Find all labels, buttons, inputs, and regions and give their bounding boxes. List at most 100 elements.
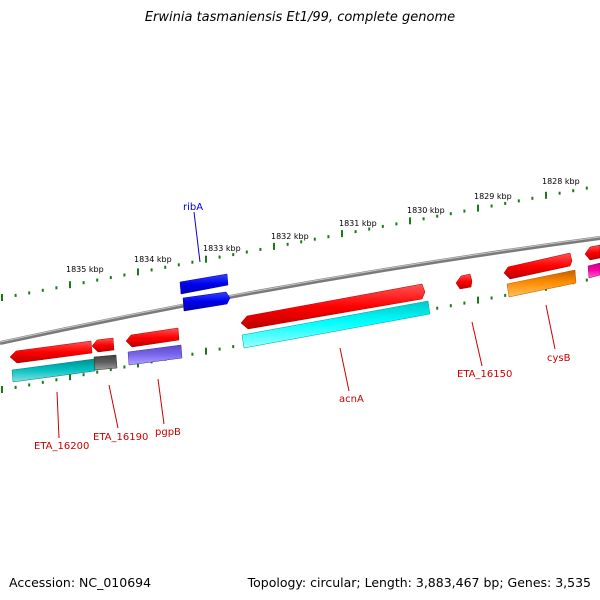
outer-tick-36 (490, 204, 493, 208)
scale-label-1832: 1832 kbp (271, 232, 309, 241)
outer-tick-4 (55, 286, 58, 290)
outer-tick-42 (572, 189, 575, 193)
gene-pgpB-cds[interactable] (127, 344, 183, 366)
gene-cysB-cds[interactable] (506, 269, 577, 298)
outer-tick-43 (585, 186, 588, 190)
genome-backbone (0, 236, 600, 345)
genome-summary-text: Topology: circular; Length: 3,883,467 bp… (247, 575, 591, 590)
outer-tick-25 (341, 230, 343, 238)
outer-tick-27 (368, 227, 371, 231)
gene-eta16200-cds[interactable] (11, 358, 96, 383)
scale-label-1830: 1830 kbp (407, 206, 445, 215)
outer-tick-24 (327, 235, 330, 239)
outer-tick-2 (28, 291, 31, 295)
gene-eta16190-cds[interactable] (93, 354, 118, 371)
outer-tick-23 (313, 237, 316, 241)
outer-tick-32 (436, 214, 439, 218)
inner-tick-3 (41, 380, 44, 384)
outer-tick-1 (14, 293, 17, 297)
inner-tick-36 (490, 296, 493, 300)
outer-tick-9 (123, 273, 126, 277)
scale-label-1828: 1828 kbp (542, 177, 580, 186)
gene-labels: ribA acnA ETA_16150 cysB ETA_16200 ETA_1… (34, 202, 571, 452)
scale-label-1829: 1829 kbp (474, 192, 512, 201)
outer-tick-18 (245, 250, 248, 254)
gene-label-eta16200[interactable]: ETA_16200 (34, 441, 89, 452)
gene-pgpB-arrow[interactable] (125, 327, 180, 348)
inner-tick-15 (205, 347, 207, 355)
leader-lines (56, 211, 556, 439)
outer-tick-35 (477, 204, 479, 212)
outer-tick-13 (177, 263, 180, 267)
gene-eta16200-arrow[interactable] (9, 340, 93, 364)
inner-tick-8 (109, 368, 112, 372)
outer-tick-8 (109, 276, 112, 280)
outer-tick-20 (273, 242, 275, 250)
gene-cysB-arrow[interactable] (503, 252, 573, 280)
inner-tick-32 (436, 306, 439, 310)
inner-tick-34 (463, 301, 466, 305)
gene-ribA-upper[interactable] (179, 273, 229, 295)
inner-tick-14 (191, 352, 194, 356)
inner-tick-17 (232, 345, 235, 349)
scale-label-1835: 1835 kbp (66, 265, 104, 274)
outer-tick-34 (463, 209, 466, 213)
leader-eta16150 (471, 321, 483, 367)
gene-label-acnA[interactable]: acnA (339, 394, 364, 405)
outer-tick-6 (82, 281, 85, 285)
genome-backbone-highlight (0, 236, 600, 343)
inner-tick-2 (28, 383, 31, 387)
leader-cysB (545, 304, 556, 350)
gene-label-cysB[interactable]: cysB (547, 353, 571, 364)
inner-tick-4 (55, 378, 58, 382)
leader-pgpB (157, 378, 165, 425)
gene-label-eta16150[interactable]: ETA_16150 (457, 369, 512, 380)
outer-tick-12 (164, 265, 167, 269)
gene-edge-red-arrow[interactable] (584, 244, 600, 261)
gene-eta16190-arrow[interactable] (91, 337, 115, 353)
outer-tick-16 (218, 255, 221, 259)
map-title: Erwinia tasmaniensis Et1/99, complete ge… (144, 10, 456, 25)
outer-tick-33 (449, 212, 452, 216)
outer-tick-19 (259, 247, 262, 251)
leader-eta16200 (56, 391, 60, 439)
gene-label-pgpB[interactable]: pgpB (155, 427, 181, 438)
scale-labels: 1835 kbp 1834 kbp 1833 kbp 1832 kbp 1831… (66, 177, 580, 274)
outer-tick-7 (96, 278, 99, 282)
inner-tick-5 (69, 373, 71, 381)
outer-tick-38 (517, 199, 520, 203)
inner-tick-37 (504, 293, 507, 297)
scale-ticks-outer (1, 186, 588, 301)
gene-acnA-cds[interactable] (241, 300, 431, 349)
inner-tick-35 (477, 296, 479, 304)
leader-acnA (339, 347, 350, 392)
inner-tick-9 (123, 365, 126, 369)
outer-tick-5 (69, 281, 71, 289)
outer-tick-11 (150, 268, 153, 272)
outer-tick-15 (205, 255, 207, 263)
gene-ribA-lower[interactable] (182, 291, 231, 312)
outer-tick-40 (545, 191, 547, 199)
outer-tick-41 (558, 191, 561, 195)
inner-tick-0 (1, 386, 3, 393)
outer-tick-39 (531, 196, 534, 200)
outer-tick-14 (191, 260, 194, 264)
gene-label-ribA[interactable]: ribA (183, 202, 203, 213)
leader-eta16190 (108, 384, 119, 429)
outer-tick-0 (1, 294, 3, 301)
gene-eta16150-arrow[interactable] (455, 273, 473, 290)
outer-tick-29 (395, 222, 398, 226)
gene-label-eta16190[interactable]: ETA_16190 (93, 432, 148, 443)
inner-tick-7 (96, 370, 99, 374)
inner-tick-43 (585, 278, 588, 282)
gene-edge-magenta-cds[interactable] (587, 262, 600, 279)
outer-tick-22 (300, 240, 303, 244)
outer-tick-21 (286, 242, 289, 246)
accession-text: Accession: NC_010694 (9, 575, 152, 590)
outer-tick-17 (232, 253, 235, 257)
gene-acnA-arrow[interactable] (240, 283, 426, 330)
outer-tick-26 (354, 230, 357, 234)
scale-label-1831: 1831 kbp (339, 219, 377, 228)
scale-label-1834: 1834 kbp (134, 255, 172, 264)
